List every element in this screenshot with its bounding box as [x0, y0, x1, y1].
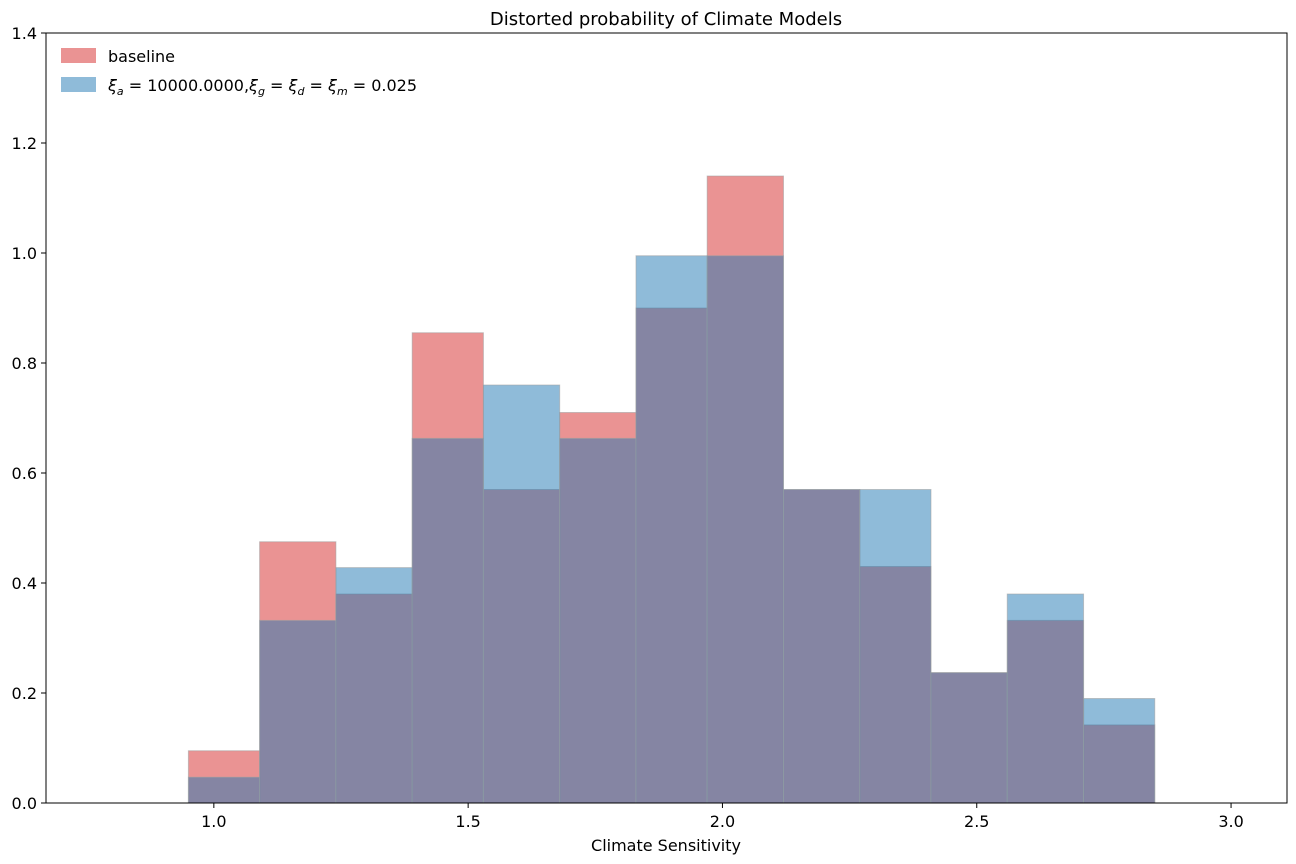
x-axis-label: Climate Sensitivity [591, 836, 741, 855]
legend-label-baseline: baseline [108, 47, 175, 66]
x-tick-label: 2.5 [964, 812, 989, 831]
y-tick-label: 1.0 [12, 244, 37, 263]
legend-swatch-distorted [61, 77, 96, 92]
distorted-bar [782, 489, 861, 804]
x-tick-label: 1.5 [455, 812, 480, 831]
x-tick-label: 3.0 [1218, 812, 1243, 831]
distorted-bar [635, 255, 708, 804]
y-tick-label: 0.4 [12, 574, 37, 593]
distorted-bar [706, 255, 784, 804]
y-tick-label: 0.6 [12, 464, 37, 483]
y-tick-label: 1.4 [12, 24, 37, 43]
axes: 0.0 0.2 0.4 0.6 0.8 1.0 1.2 1.4 1.0 1.5 2.0 2.5 3.0 [12, 24, 1288, 831]
distorted-bar [559, 437, 637, 804]
legend-swatch-baseline [61, 48, 96, 63]
chart-title: Distorted probability of Climate Models [490, 9, 842, 30]
legend: baseline ξa = 10000.0000,ξg = ξd = ξm = … [61, 47, 417, 98]
plot-frame [45, 32, 1288, 804]
y-tick-label: 1.2 [12, 134, 37, 153]
distorted-bar [859, 489, 932, 804]
series-distorted [187, 255, 1156, 804]
x-tick-label: 1.0 [201, 812, 226, 831]
distorted-bar [1083, 698, 1156, 804]
distorted-bar [187, 776, 261, 804]
distorted-bar [930, 672, 1008, 804]
y-tick-label: 0.2 [12, 684, 37, 703]
distorted-bar [259, 619, 337, 804]
y-tick-label: 0.0 [12, 794, 37, 813]
distorted-bar [411, 437, 484, 804]
distorted-bar [1006, 593, 1085, 804]
legend-label-distorted: ξa = 10000.0000,ξg = ξd = ξm = 0.025 [107, 76, 417, 98]
y-tick-label: 0.8 [12, 354, 37, 373]
x-tick-label: 2.0 [710, 812, 735, 831]
distorted-bar [482, 384, 561, 804]
distorted-bar [335, 567, 413, 804]
